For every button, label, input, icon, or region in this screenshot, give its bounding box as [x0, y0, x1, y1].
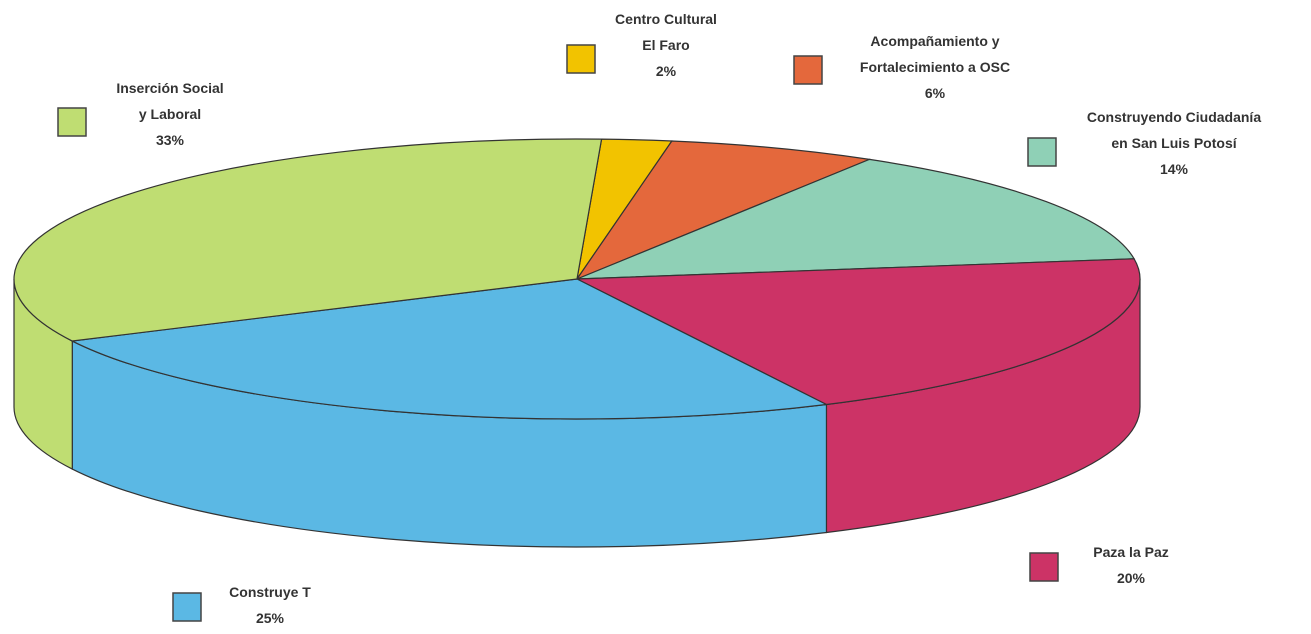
legend-label-4-0: Construye T	[229, 584, 311, 600]
legend-label-1-1: Fortalecimiento a OSC	[860, 59, 1010, 75]
legend-swatch-5	[57, 107, 87, 137]
legend-label-5-0: Inserción Social	[116, 80, 223, 96]
pie-top-slices	[13, 138, 1141, 420]
legend-swatch-0	[566, 44, 596, 74]
legend-value-4: 25%	[256, 610, 285, 626]
legend-swatch-3	[1029, 552, 1059, 582]
legend-value-3: 20%	[1117, 570, 1146, 586]
legend-item-4: Construye T 25%	[172, 584, 311, 626]
legend-value-5: 33%	[156, 132, 185, 148]
legend-item-1: Acompañamiento y Fortalecimiento a OSC 6%	[793, 33, 1010, 101]
legend-labels: Centro Cultural El Faro 2% Acompañamiento y…	[57, 11, 1261, 626]
pie-slice-4	[70, 278, 829, 420]
legend-value-0: 2%	[656, 63, 677, 79]
legend-swatch-2	[1027, 137, 1057, 167]
legend-label-0-0: Centro Cultural	[615, 11, 717, 27]
legend-value-1: 6%	[925, 85, 946, 101]
legend-label-3-0: Paza la Paz	[1093, 544, 1169, 560]
pie-slice-3	[576, 258, 1141, 406]
legend-item-0: Centro Cultural El Faro 2%	[566, 11, 717, 79]
legend-swatch-4	[172, 592, 202, 622]
legend-label-2-0: Construyendo Ciudadanía	[1087, 109, 1261, 125]
pie-sides	[13, 278, 1141, 548]
pie-slice-5	[13, 138, 603, 342]
legend-swatch-1	[793, 55, 823, 85]
legend-item-5: Inserción Social y Laboral 33%	[57, 80, 224, 148]
legend-item-3: Paza la Paz 20%	[1029, 544, 1169, 586]
pie-slice-1	[575, 140, 872, 281]
legend-value-2: 14%	[1160, 161, 1189, 177]
legend-item-2: Construyendo Ciudadanía en San Luis Potos…	[1027, 109, 1261, 177]
legend-label-1-0: Acompañamiento y	[870, 33, 999, 49]
legend-label-5-1: y Laboral	[139, 106, 201, 122]
legend-label-0-1: El Faro	[642, 37, 689, 53]
pie-slice-2	[576, 158, 1136, 280]
legend-label-2-1: en San Luis Potosí	[1111, 135, 1237, 151]
